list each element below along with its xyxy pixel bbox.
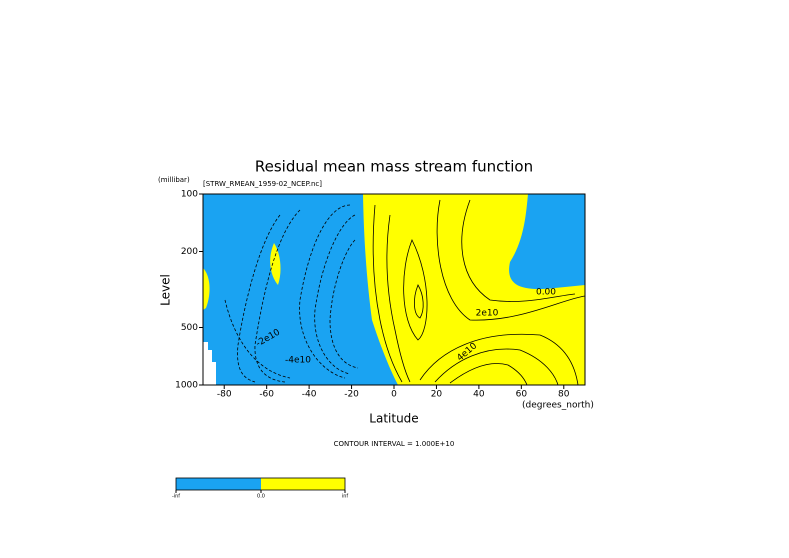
x-tick-label: 0 <box>391 390 397 400</box>
x-tick-label: 20 <box>431 390 443 400</box>
x-tick-label: 80 <box>558 390 570 400</box>
y-tick-label: 100 <box>181 190 198 200</box>
contour-line <box>237 214 281 383</box>
contour-line <box>403 239 428 341</box>
colorbar-label: inf <box>342 494 349 500</box>
contour-line <box>434 348 559 386</box>
y-axis-label: Level <box>159 274 173 306</box>
contour-line <box>419 333 579 386</box>
contour-line <box>414 284 424 319</box>
contour-line <box>254 209 301 383</box>
colorbar: -inf 0.0 inf <box>172 477 349 500</box>
missing <box>203 342 216 385</box>
contour-label: -4e10 <box>285 356 311 366</box>
x-tick-label: -60 <box>259 390 274 400</box>
contour-line <box>314 214 356 375</box>
contour-interval: CONTOUR INTERVAL = 1.000E+10 <box>334 440 455 448</box>
x-unit: (degrees_north) <box>522 401 594 411</box>
positive-fill <box>270 243 281 285</box>
contour-line <box>436 199 586 321</box>
chart-title: Residual mean mass stream function <box>255 158 533 176</box>
colorbar-negative <box>176 478 261 490</box>
colorbar-positive <box>261 478 345 490</box>
contour-line <box>329 239 359 369</box>
colorbar-label: -inf <box>172 494 180 500</box>
y-unit: (millibar) <box>158 176 190 184</box>
y-tick-label: 1000 <box>175 381 198 391</box>
y-tick-label: 500 <box>181 323 198 333</box>
x-axis-label: Latitude <box>369 412 418 426</box>
positive-fill <box>363 194 585 385</box>
contour-line <box>461 199 576 302</box>
contour-line <box>449 363 528 386</box>
subtitle: [STRW_RMEAN_1959-02_NCEP.nc] <box>203 180 322 188</box>
x-tick-label: 40 <box>473 390 485 400</box>
y-tick-label: 200 <box>181 247 198 257</box>
x-tick-label: -20 <box>344 390 359 400</box>
positive-fill <box>203 268 210 310</box>
colorbar-label: 0.0 <box>257 494 265 500</box>
contour-label: 2e10 <box>476 309 499 319</box>
x-tick-label: -80 <box>217 390 232 400</box>
contour-line <box>372 204 403 383</box>
contour-label: 0.00 <box>536 288 556 298</box>
contour-line <box>386 214 411 383</box>
contour-line <box>224 299 291 379</box>
x-tick-label: -40 <box>302 390 317 400</box>
x-tick-label: 60 <box>516 390 528 400</box>
